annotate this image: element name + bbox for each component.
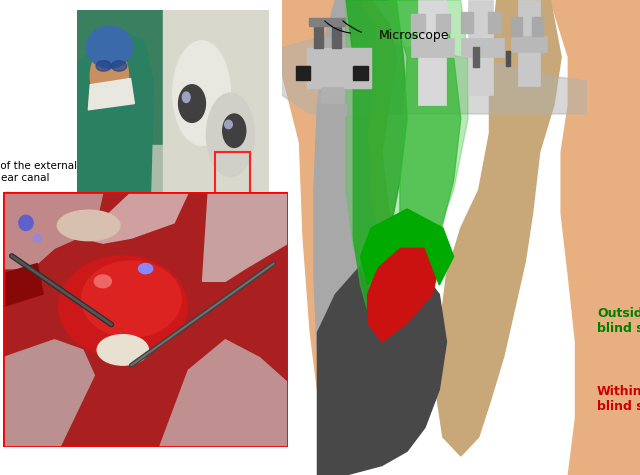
Polygon shape xyxy=(550,0,640,475)
Polygon shape xyxy=(346,0,407,323)
Bar xyxy=(353,66,367,80)
Bar xyxy=(309,18,327,26)
Ellipse shape xyxy=(19,215,33,230)
Polygon shape xyxy=(346,0,468,304)
Ellipse shape xyxy=(182,92,190,103)
Bar xyxy=(215,152,250,198)
Text: Outside
blind spot: Outside blind spot xyxy=(597,307,640,334)
Polygon shape xyxy=(83,192,188,243)
Bar xyxy=(296,66,310,80)
Polygon shape xyxy=(77,30,154,219)
Polygon shape xyxy=(3,192,103,269)
Bar xyxy=(518,0,540,86)
Text: Cholesteatoma: Cholesteatoma xyxy=(83,439,163,449)
Bar xyxy=(511,17,522,36)
Polygon shape xyxy=(367,247,439,342)
Ellipse shape xyxy=(173,41,230,145)
Bar xyxy=(317,104,346,115)
Polygon shape xyxy=(389,0,461,309)
Polygon shape xyxy=(314,0,389,437)
Bar xyxy=(532,17,543,36)
Bar xyxy=(418,0,447,104)
Bar xyxy=(328,18,346,26)
Ellipse shape xyxy=(94,275,111,288)
Ellipse shape xyxy=(58,210,120,241)
Polygon shape xyxy=(160,340,288,446)
Bar xyxy=(411,14,425,33)
Bar xyxy=(307,48,371,88)
Text: Suction tool: Suction tool xyxy=(3,439,65,449)
Bar xyxy=(511,36,547,52)
Ellipse shape xyxy=(97,335,148,365)
Bar xyxy=(436,14,450,33)
Polygon shape xyxy=(317,256,389,437)
Polygon shape xyxy=(317,247,447,475)
Ellipse shape xyxy=(225,120,232,129)
Bar xyxy=(314,25,323,48)
Ellipse shape xyxy=(207,93,255,177)
Ellipse shape xyxy=(59,256,187,358)
Text: Incision of
the mastoidectomy: Incision of the mastoidectomy xyxy=(141,157,242,178)
Polygon shape xyxy=(3,264,43,307)
Ellipse shape xyxy=(81,261,181,337)
Ellipse shape xyxy=(179,85,205,123)
Text: Knife: Knife xyxy=(198,439,225,449)
Text: Microscope: Microscope xyxy=(378,29,449,42)
Bar xyxy=(461,38,504,57)
Polygon shape xyxy=(163,10,269,218)
Bar xyxy=(411,38,454,57)
Text: Wall of the external
ear canal: Wall of the external ear canal xyxy=(0,162,77,183)
Polygon shape xyxy=(282,0,418,451)
Polygon shape xyxy=(436,0,561,456)
Bar xyxy=(488,12,500,33)
Ellipse shape xyxy=(33,234,42,242)
Bar xyxy=(474,48,479,66)
Text: Within
blind spot: Within blind spot xyxy=(597,385,640,413)
Polygon shape xyxy=(282,38,586,114)
Ellipse shape xyxy=(90,47,129,105)
Bar xyxy=(461,12,474,33)
Ellipse shape xyxy=(96,61,111,71)
Ellipse shape xyxy=(138,264,153,274)
Bar xyxy=(506,51,510,66)
Ellipse shape xyxy=(223,114,246,147)
Ellipse shape xyxy=(86,26,132,68)
Bar xyxy=(321,87,342,105)
Polygon shape xyxy=(360,209,454,285)
Polygon shape xyxy=(202,192,288,281)
Ellipse shape xyxy=(111,61,127,71)
Bar xyxy=(468,0,493,95)
Bar xyxy=(77,145,269,218)
Bar xyxy=(332,25,340,48)
Polygon shape xyxy=(88,78,134,110)
Polygon shape xyxy=(3,340,94,446)
